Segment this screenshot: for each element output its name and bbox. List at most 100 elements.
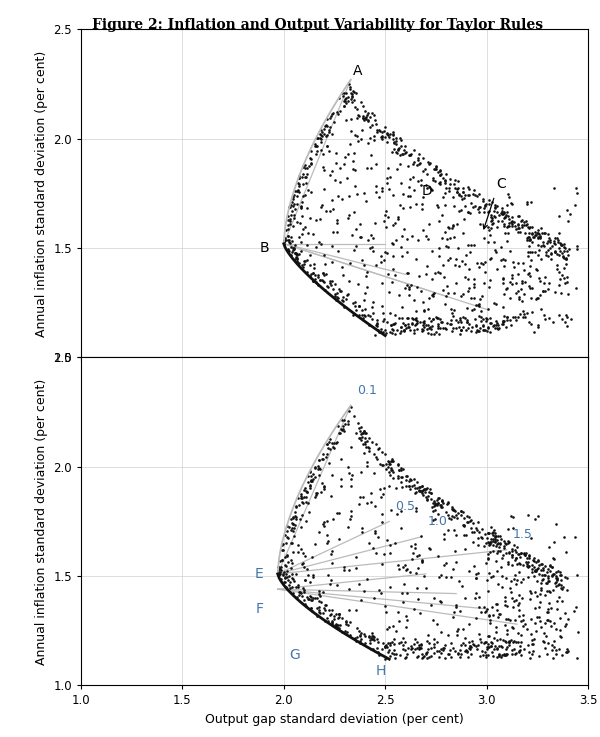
Point: [326, 279, 336, 291]
Point: [426, 487, 436, 499]
Point: [493, 534, 502, 545]
Point: [474, 200, 484, 212]
Point: [352, 427, 361, 439]
Point: [287, 206, 296, 217]
Point: [289, 220, 298, 232]
Point: [500, 211, 510, 223]
Point: [514, 636, 523, 648]
Point: [566, 208, 575, 220]
Point: [396, 637, 406, 649]
Point: [514, 646, 523, 657]
Point: [356, 466, 365, 478]
Point: [436, 267, 445, 279]
Point: [551, 246, 560, 258]
Point: [455, 312, 465, 324]
Point: [518, 621, 528, 632]
Point: [485, 615, 495, 626]
Point: [285, 237, 295, 249]
Point: [409, 473, 418, 485]
Point: [486, 533, 496, 545]
Point: [445, 649, 454, 660]
Point: [563, 249, 572, 261]
Point: [421, 483, 431, 495]
Point: [545, 587, 555, 598]
Point: [296, 587, 306, 599]
Point: [378, 459, 388, 471]
Point: [473, 639, 483, 651]
Point: [338, 90, 347, 102]
Point: [281, 568, 291, 580]
Point: [310, 539, 320, 551]
Point: [317, 201, 326, 213]
Point: [487, 318, 496, 329]
Point: [287, 209, 296, 221]
Point: [410, 542, 420, 553]
Point: [288, 587, 298, 598]
Point: [422, 324, 432, 335]
Point: [369, 130, 379, 142]
Point: [561, 546, 571, 558]
Point: [551, 644, 561, 656]
Point: [480, 199, 490, 211]
Point: [359, 585, 368, 597]
Point: [428, 172, 437, 184]
Point: [496, 537, 505, 549]
Point: [312, 133, 322, 144]
Point: [554, 210, 564, 222]
Point: [382, 606, 391, 618]
Point: [310, 461, 319, 473]
Point: [482, 537, 491, 549]
Point: [553, 565, 563, 576]
Point: [487, 527, 497, 539]
Point: [482, 603, 492, 615]
Point: [301, 256, 310, 268]
Point: [436, 316, 446, 328]
Point: [385, 481, 394, 492]
Point: [400, 325, 409, 337]
Point: [419, 321, 429, 333]
Point: [287, 196, 297, 208]
Point: [456, 505, 466, 517]
Point: [338, 424, 347, 436]
Point: [434, 572, 443, 584]
Point: [544, 575, 554, 587]
Point: [362, 497, 371, 509]
Point: [495, 538, 505, 550]
Point: [296, 542, 306, 554]
Point: [376, 326, 385, 338]
Point: [434, 242, 443, 254]
Point: [295, 500, 304, 511]
Point: [428, 175, 437, 186]
Point: [498, 276, 508, 288]
Point: [464, 263, 473, 275]
Point: [485, 617, 494, 629]
Point: [436, 165, 445, 177]
Point: [373, 318, 382, 330]
Point: [423, 304, 433, 315]
Point: [412, 312, 421, 324]
Point: [519, 643, 529, 654]
Point: [520, 219, 529, 231]
Point: [398, 317, 408, 329]
Point: [424, 158, 434, 170]
Point: [286, 582, 295, 594]
Point: [415, 485, 425, 497]
Point: [412, 483, 421, 495]
Point: [551, 570, 560, 582]
Point: [404, 189, 413, 201]
Point: [488, 539, 498, 551]
Point: [496, 545, 505, 557]
Point: [493, 215, 503, 227]
Point: [509, 635, 518, 646]
Point: [474, 601, 484, 612]
Point: [443, 497, 452, 509]
Point: [413, 175, 423, 187]
Point: [275, 566, 284, 578]
Point: [519, 548, 529, 560]
Point: [518, 214, 527, 226]
Point: [409, 294, 419, 306]
Point: [313, 269, 322, 281]
Point: [484, 548, 493, 560]
Point: [322, 206, 331, 217]
Point: [505, 292, 514, 304]
